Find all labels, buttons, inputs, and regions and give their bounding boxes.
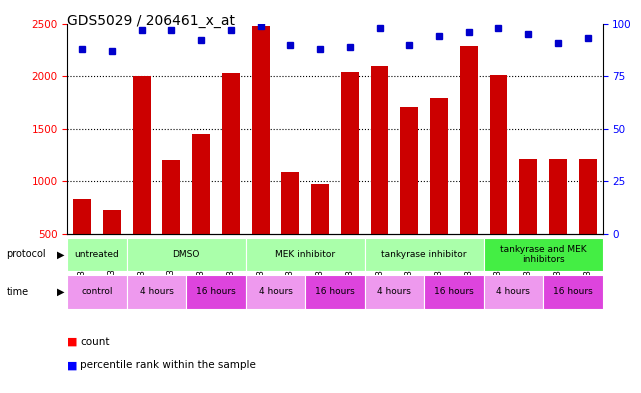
- Text: ▶: ▶: [56, 287, 64, 297]
- Text: tankyrase and MEK
inhibitors: tankyrase and MEK inhibitors: [500, 245, 587, 264]
- Bar: [483, 275, 543, 309]
- Bar: [127, 275, 187, 309]
- Bar: [162, 160, 180, 234]
- Bar: [365, 238, 483, 271]
- Text: ▶: ▶: [56, 250, 64, 259]
- Text: time: time: [6, 287, 29, 297]
- Bar: [365, 275, 424, 309]
- Bar: [281, 172, 299, 234]
- Text: untreated: untreated: [74, 250, 119, 259]
- Bar: [127, 238, 246, 271]
- Bar: [460, 46, 478, 234]
- Bar: [549, 159, 567, 234]
- Bar: [424, 275, 483, 309]
- Bar: [370, 66, 388, 234]
- Bar: [222, 73, 240, 234]
- Text: 16 hours: 16 hours: [553, 287, 593, 296]
- Text: tankyrase inhibitor: tankyrase inhibitor: [381, 250, 467, 259]
- Bar: [543, 275, 603, 309]
- Text: percentile rank within the sample: percentile rank within the sample: [80, 360, 256, 371]
- Bar: [252, 26, 269, 234]
- Bar: [430, 98, 448, 234]
- Bar: [483, 238, 603, 271]
- Bar: [246, 238, 365, 271]
- Bar: [341, 72, 359, 234]
- Bar: [579, 159, 597, 234]
- Bar: [192, 134, 210, 234]
- Text: ■: ■: [67, 360, 78, 371]
- Bar: [67, 275, 127, 309]
- Bar: [305, 275, 365, 309]
- Bar: [133, 76, 151, 234]
- Text: ■: ■: [67, 337, 78, 347]
- Bar: [103, 209, 121, 234]
- Text: 16 hours: 16 hours: [434, 287, 474, 296]
- Text: 4 hours: 4 hours: [378, 287, 412, 296]
- Bar: [67, 238, 127, 271]
- Bar: [311, 184, 329, 234]
- Text: MEK inhibitor: MEK inhibitor: [275, 250, 335, 259]
- Text: 4 hours: 4 hours: [140, 287, 174, 296]
- Text: DMSO: DMSO: [172, 250, 200, 259]
- Text: 16 hours: 16 hours: [196, 287, 236, 296]
- Text: 4 hours: 4 hours: [258, 287, 292, 296]
- Bar: [187, 275, 246, 309]
- Bar: [401, 107, 418, 234]
- Bar: [73, 199, 91, 234]
- Bar: [490, 75, 508, 234]
- Text: 16 hours: 16 hours: [315, 287, 355, 296]
- Text: protocol: protocol: [6, 250, 46, 259]
- Text: control: control: [81, 287, 113, 296]
- Bar: [519, 159, 537, 234]
- Text: count: count: [80, 337, 110, 347]
- Text: 4 hours: 4 hours: [496, 287, 530, 296]
- Bar: [246, 275, 305, 309]
- Text: GDS5029 / 206461_x_at: GDS5029 / 206461_x_at: [67, 14, 235, 28]
